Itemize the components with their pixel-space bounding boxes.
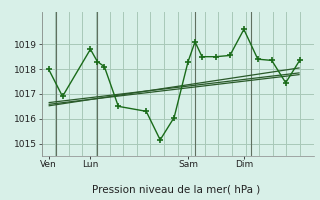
Text: Pression niveau de la mer( hPa ): Pression niveau de la mer( hPa ) [92, 184, 260, 194]
